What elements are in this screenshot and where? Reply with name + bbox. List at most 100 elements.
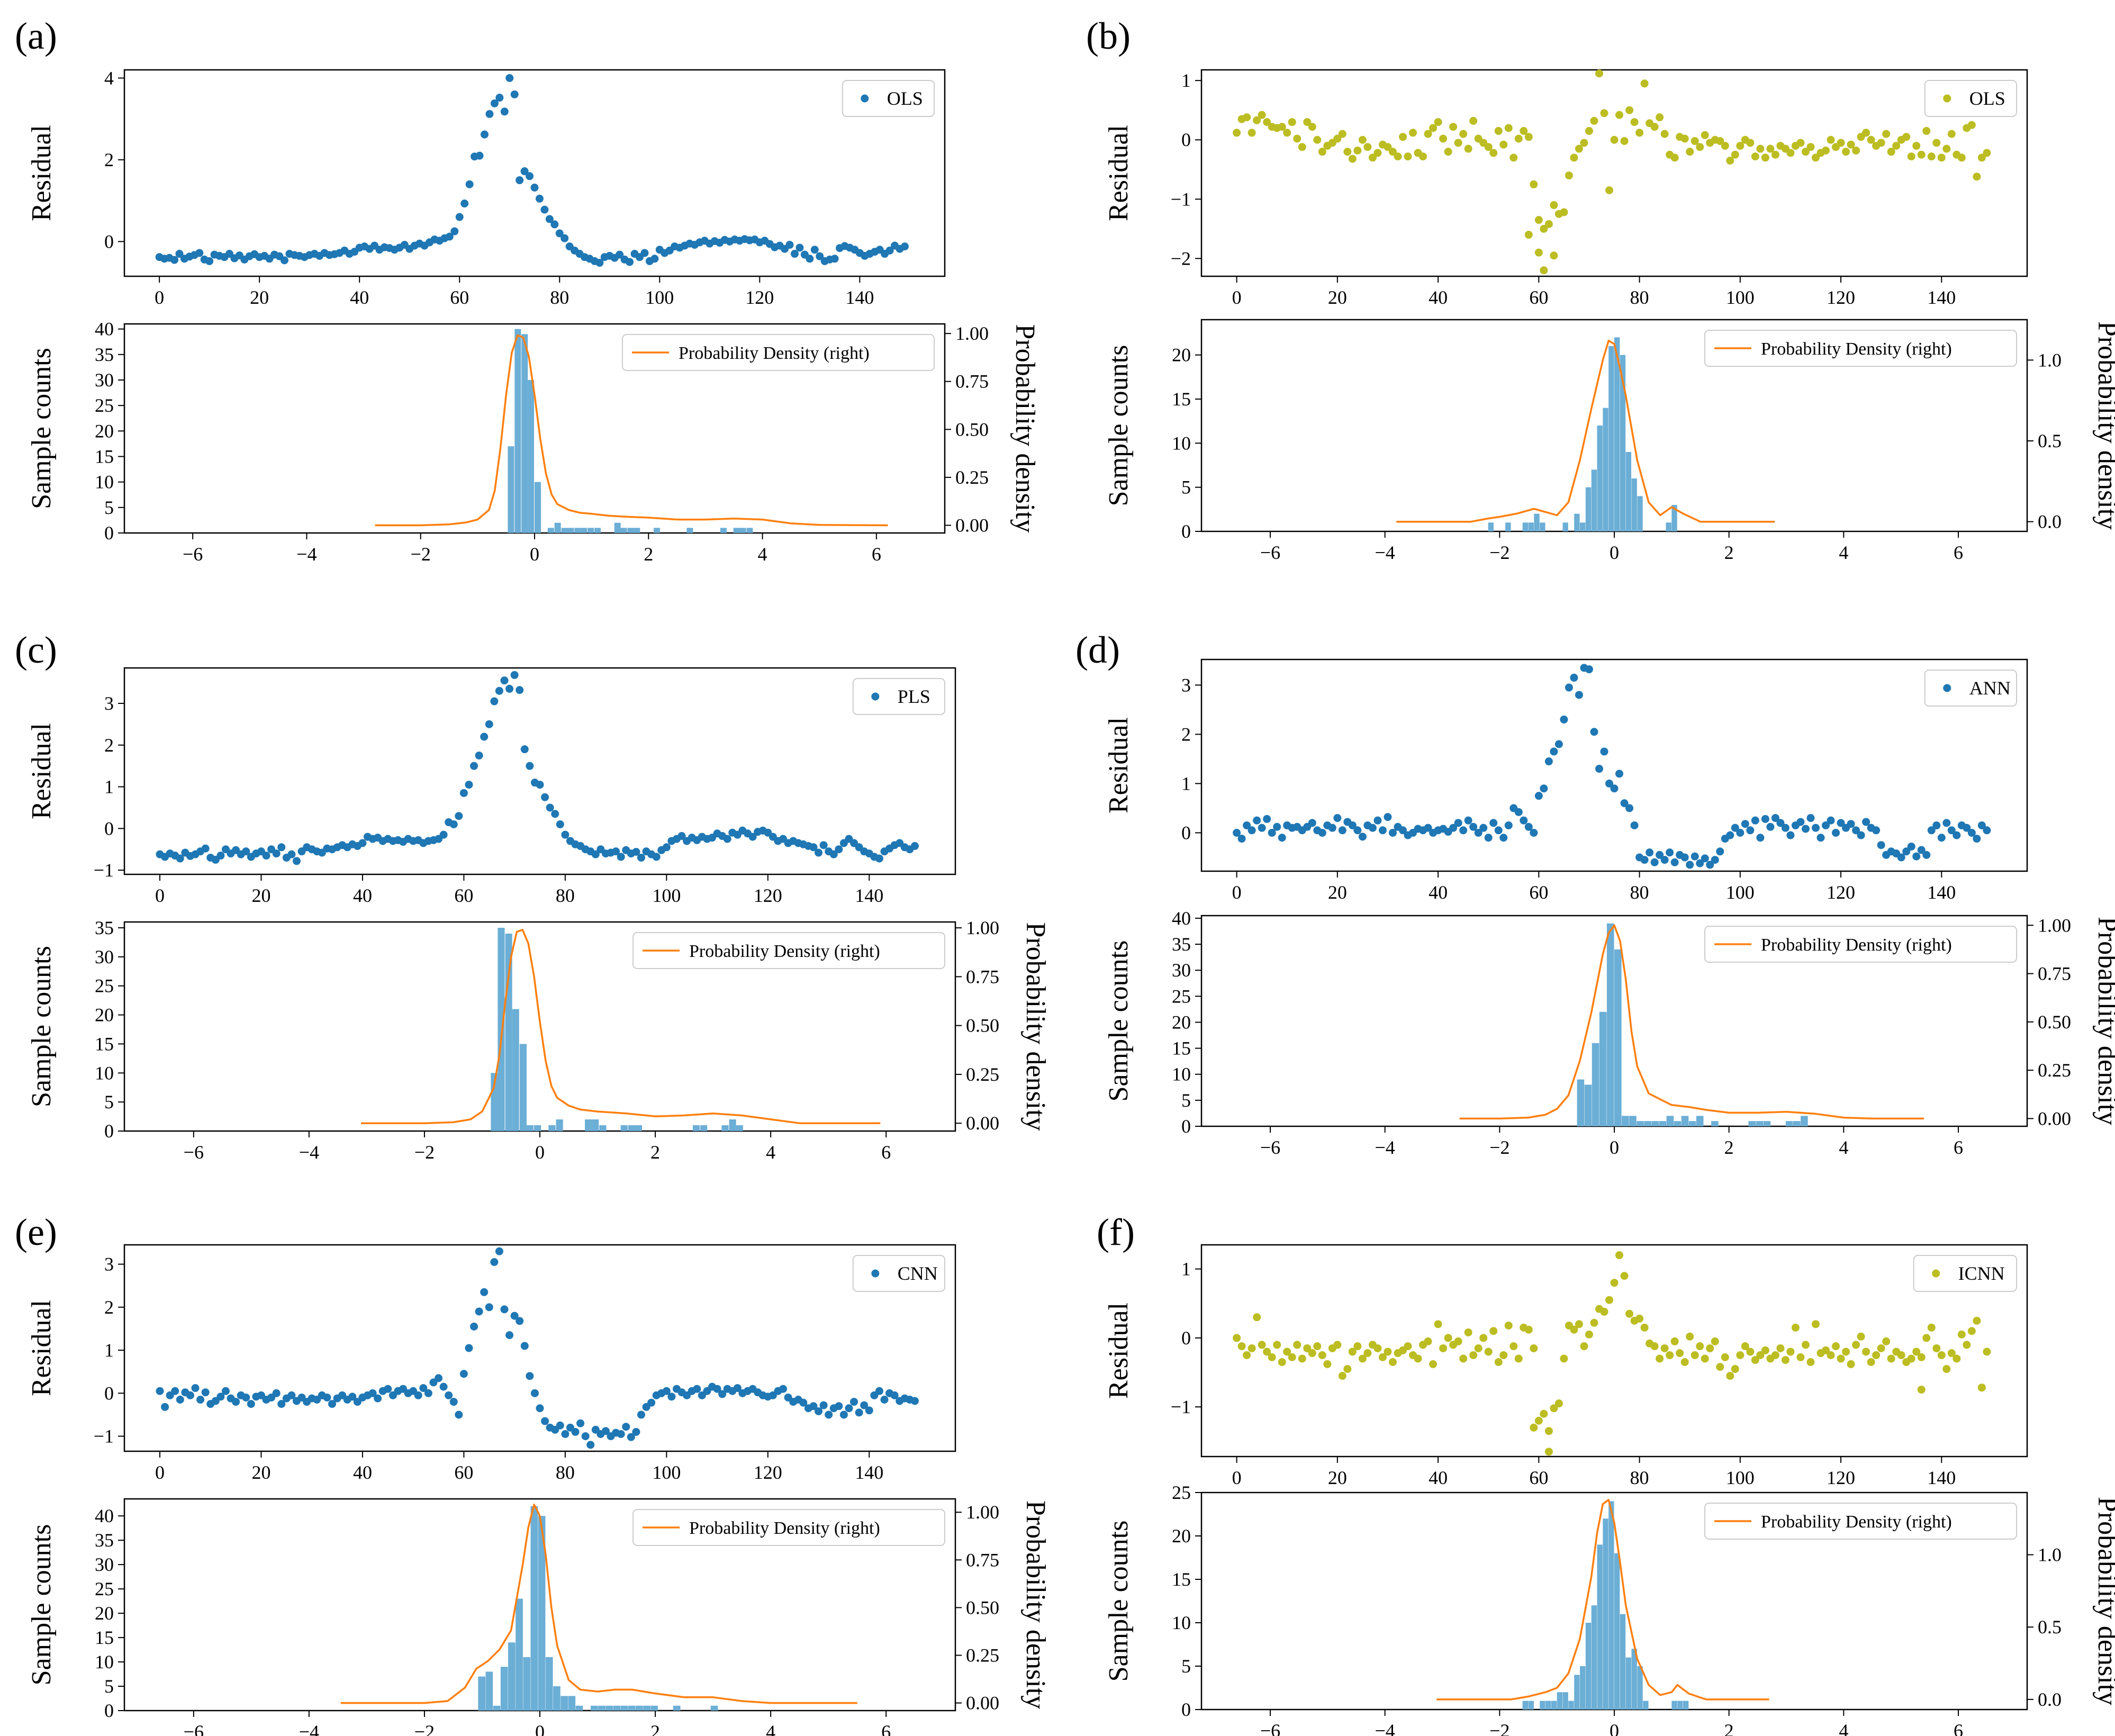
scatter-point — [1248, 129, 1256, 137]
scatter-point — [1363, 1349, 1372, 1358]
scatter-point — [485, 720, 493, 728]
scatter-point — [1404, 152, 1412, 161]
scatter-point — [779, 1385, 788, 1393]
scatter-point — [450, 227, 459, 236]
scatter-point — [1766, 144, 1775, 153]
scatter-point — [1610, 135, 1619, 144]
scatter-point — [1650, 1342, 1659, 1351]
y2-axis-label: Probability density — [2092, 1497, 2115, 1705]
scatter-point — [1534, 216, 1543, 224]
scatter-point — [1459, 1354, 1468, 1363]
y2-tick-label: 1.0 — [2038, 1544, 2062, 1566]
y2-tick-label: 0.50 — [966, 1597, 999, 1618]
x-tick-label: 60 — [450, 287, 469, 308]
y-tick-label: −1 — [94, 1426, 114, 1447]
scatter-point — [1303, 118, 1312, 126]
scatter-point — [1963, 824, 1971, 832]
scatter-point — [850, 1398, 858, 1406]
scatter-point — [1595, 69, 1603, 78]
scatter-point — [1544, 220, 1553, 228]
residual-scatter-plot: 0 20 40 60 80 100 120 140 0 2 4 Residual OLS — [26, 67, 946, 308]
scatter-point — [1600, 109, 1608, 117]
histogram-bar — [1597, 1544, 1603, 1710]
legend: Probability Density (right) — [1704, 330, 2017, 367]
scatter-point — [500, 676, 509, 685]
y-tick-label: 15 — [95, 1033, 114, 1054]
scatter-point — [796, 243, 804, 252]
histogram-bar — [1534, 513, 1540, 531]
scatter-point — [1560, 1354, 1568, 1363]
legend-box — [852, 1255, 946, 1292]
y-tick-label: −1 — [1171, 188, 1191, 210]
scatter-point — [1444, 1334, 1452, 1342]
legend-marker — [1943, 684, 1951, 692]
scatter-point — [1917, 1386, 1926, 1394]
histogram-bar — [1603, 1518, 1608, 1710]
scatter-point — [1384, 813, 1392, 821]
x-tick-label: 140 — [1927, 287, 1956, 308]
scatter-point — [637, 1410, 645, 1419]
scatter-point — [465, 180, 474, 188]
scatter-point — [1424, 824, 1432, 832]
scatter-point — [806, 255, 814, 263]
histogram-bar — [554, 522, 561, 533]
scatter-point — [1811, 1320, 1820, 1328]
scatter-point — [1686, 148, 1694, 156]
y2-tick-label: 0.75 — [2038, 963, 2071, 984]
scatter-point — [1313, 1342, 1322, 1351]
panel-c: (c)0 20 40 60 80 100 120 140−10123ResidualPLS−6… — [15, 629, 1051, 1163]
scatter-point — [1590, 116, 1598, 125]
scatter-point — [612, 847, 620, 856]
histogram-bar — [1592, 1043, 1599, 1126]
scatter-point — [1419, 152, 1427, 161]
histogram-bar — [628, 1705, 636, 1711]
scatter-point — [1258, 1341, 1266, 1349]
scatter-point — [561, 1430, 570, 1438]
y-axis-label: Residual — [1104, 125, 1134, 221]
scatter-point — [1917, 150, 1926, 159]
scatter-point — [1278, 1358, 1286, 1366]
scatter-point — [1479, 824, 1488, 832]
y2-axis-label: Probability density — [2092, 321, 2115, 530]
scatter-point — [1706, 861, 1714, 869]
scatter-point — [520, 167, 529, 176]
scatter-point — [1429, 124, 1438, 132]
scatter-point — [1872, 1351, 1881, 1359]
y2-tick-label: 0.5 — [2038, 1616, 2062, 1638]
scatter-point — [1786, 149, 1795, 157]
scatter-point — [1977, 821, 1986, 829]
y2-tick-label: 0.25 — [955, 467, 989, 488]
scatter-point — [1524, 822, 1533, 831]
scatter-point — [1333, 134, 1342, 143]
y-tick-label: 5 — [1181, 1090, 1191, 1111]
histogram-bar — [1568, 1701, 1574, 1710]
scatter-point — [815, 1407, 823, 1415]
y-tick-label: 0 — [1181, 129, 1191, 150]
scatter-point — [591, 850, 600, 858]
scatter-point — [1384, 143, 1392, 151]
scatter-point — [1484, 143, 1493, 151]
scatter-point — [1348, 821, 1357, 829]
histogram-bar — [614, 522, 621, 533]
scatter-point — [1973, 1316, 1981, 1325]
scatter-point — [890, 1391, 899, 1399]
histogram-bar — [1574, 1675, 1580, 1710]
scatter-point — [1977, 153, 1986, 162]
axes-frame — [123, 667, 956, 875]
scatter-point — [1801, 825, 1810, 833]
scatter-point — [1288, 1353, 1296, 1361]
x-tick-label: 20 — [250, 287, 269, 308]
y2-tick-label: 0.00 — [2038, 1108, 2071, 1129]
legend: CNN — [852, 1255, 946, 1292]
scatter-point — [1761, 153, 1769, 162]
histogram-bar — [581, 528, 588, 533]
scatter-point — [1806, 814, 1815, 822]
scatter-point — [530, 183, 539, 192]
scatter-point — [622, 1423, 630, 1431]
scatter-point — [1338, 826, 1346, 835]
scatter-point — [1771, 1351, 1779, 1359]
scatter-point — [1680, 1358, 1689, 1366]
scatter-point — [650, 255, 659, 263]
x-tick-label: 120 — [754, 1462, 782, 1483]
